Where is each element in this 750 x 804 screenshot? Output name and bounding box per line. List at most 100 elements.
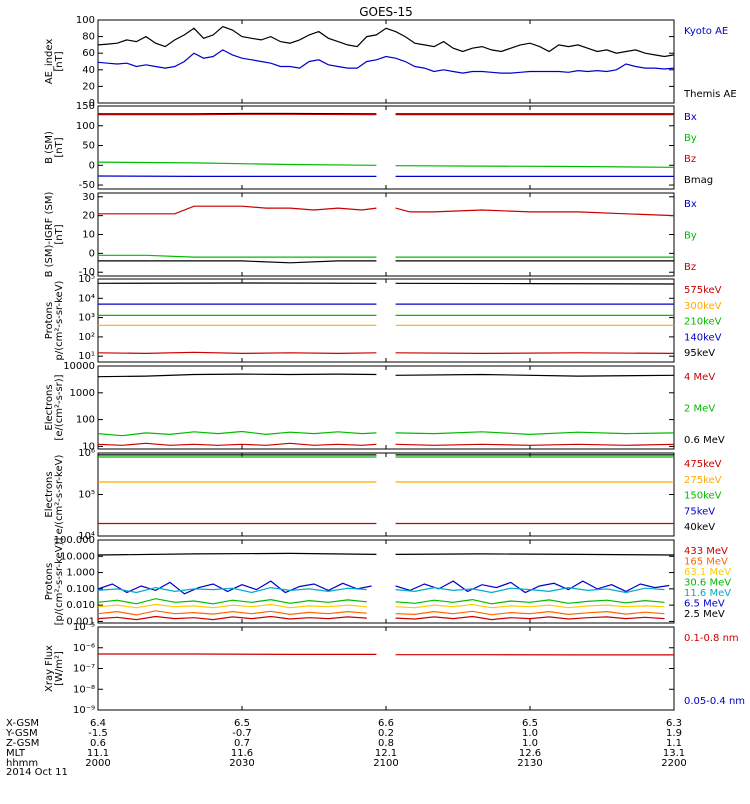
series-line-575kev <box>98 352 376 353</box>
legend-entry: 6.5 MeV <box>684 599 725 610</box>
legend-entry: 300keV <box>684 301 722 312</box>
legend-entry: 11.6 MeV <box>684 588 731 599</box>
panel-frame <box>98 193 674 276</box>
x-tick-label: 2130 <box>517 758 542 769</box>
series-line-by <box>98 255 376 257</box>
series-line-by <box>396 166 674 168</box>
legend-entry: Themis AE <box>683 89 737 100</box>
legend-entry: 275keV <box>684 475 722 486</box>
x-tick-label: 2200 <box>661 758 686 769</box>
y-tick-label: 10⁻⁸ <box>73 684 95 695</box>
series-line-0-6-mev <box>396 375 674 377</box>
x-tick-label: 2100 <box>373 758 398 769</box>
y-tick-label: 10 <box>82 230 95 241</box>
y-tick-label: 10³ <box>78 313 95 324</box>
y-axis-label: [nT] <box>54 137 65 157</box>
series-line-433-mev <box>396 617 665 620</box>
series-line-30-6-mev <box>396 600 665 604</box>
y-tick-label: 10.000 <box>60 551 95 562</box>
panel-protons2: 0.0010.0100.1001.00010.000100.000Protons… <box>44 535 731 627</box>
series-line-165-mev <box>98 611 367 615</box>
legend-entry: 140keV <box>684 332 722 343</box>
y-tick-label: 30 <box>82 192 95 203</box>
legend-entry: Bx <box>684 199 697 210</box>
y-tick-label: 10⁶ <box>78 448 95 459</box>
y-tick-label: 10⁵ <box>78 490 95 501</box>
legend-entry: 40keV <box>684 522 715 533</box>
series-line-2-mev <box>396 432 674 435</box>
y-tick-label: 1000 <box>70 388 95 399</box>
y-tick-label: 0.100 <box>66 584 95 595</box>
y-tick-label: 100 <box>76 121 95 132</box>
y-tick-label: 40 <box>82 65 95 76</box>
series-line-0-6-mev <box>98 374 376 377</box>
y-tick-label: 80 <box>82 32 95 43</box>
series-line-2-mev <box>98 432 376 436</box>
y-axis-label: [p/(cm²-s-sr-keV)] <box>54 538 65 626</box>
y-axis-label: e/(cm²-s-sr-keV) <box>54 455 65 535</box>
legend-entry: 2.5 MeV <box>684 609 725 620</box>
series-line-kyoto-ae <box>98 27 674 57</box>
legend-entry: 0.6 MeV <box>684 435 725 446</box>
legend-entry: 165 MeV <box>684 557 728 568</box>
x-tick-label: 2030 <box>229 758 254 769</box>
y-tick-label: -50 <box>79 180 95 191</box>
legend-entry: Kyoto AE <box>684 26 728 37</box>
legend-entry: 433 MeV <box>684 546 728 557</box>
panel-frame <box>98 366 674 449</box>
legend-entry: 475keV <box>684 459 722 470</box>
y-tick-label: 100 <box>76 415 95 426</box>
legend-entry: Bz <box>684 262 696 273</box>
series-line-2-5-mev <box>396 554 674 555</box>
y-tick-label: 60 <box>82 48 95 59</box>
y-axis-label: [W/m²] <box>54 651 65 686</box>
y-tick-label: 0 <box>89 248 95 259</box>
legend-entry: 150keV <box>684 491 722 502</box>
legend-entry: 95keV <box>684 348 715 359</box>
series-line-575kev <box>396 353 674 354</box>
legend-entry: 575keV <box>684 285 722 296</box>
y-tick-label: 10⁵ <box>78 274 95 285</box>
series-line-6-5-mev <box>396 581 670 592</box>
y-tick-label: 20 <box>82 211 95 222</box>
legend-entry: 0.05-0.4 nm <box>684 696 745 707</box>
y-tick-label: 150 <box>76 101 95 112</box>
y-tick-label: 10⁻⁵ <box>73 622 95 633</box>
y-axis-label: p/(cm²-s-sr-keV) <box>54 280 65 360</box>
y-tick-label: 50 <box>82 141 95 152</box>
legend-entry: By <box>684 133 697 144</box>
series-line-bz <box>98 206 376 214</box>
y-tick-label: 10⁴ <box>78 293 95 304</box>
plot-title: GOES-15 <box>359 5 413 19</box>
y-tick-label: 10⁻⁹ <box>73 705 95 716</box>
legend-entry: Bz <box>684 154 696 165</box>
series-line-bx <box>98 261 376 263</box>
legend-entry: By <box>684 231 697 242</box>
series-line-433-mev <box>98 617 367 620</box>
legend-entry: 2 MeV <box>684 404 715 415</box>
panel-frame <box>98 279 674 362</box>
legend-entry: 4 MeV <box>684 372 715 383</box>
legend-entry: 0.1-0.8 nm <box>684 633 739 644</box>
y-axis-label: [e/(cm²-s-sr)] <box>54 374 65 440</box>
series-line-63-1-mev <box>396 605 665 608</box>
legend-entry: 30.6 MeV <box>684 578 731 589</box>
legend-entry: 63.1 MeV <box>684 567 731 578</box>
y-tick-label: 10⁻⁷ <box>73 664 95 675</box>
y-tick-label: 20 <box>82 81 95 92</box>
panel-frame <box>98 540 674 623</box>
series-line-63-1-mev <box>98 605 367 608</box>
panel-frame <box>98 627 674 710</box>
legend-entry: 210keV <box>684 317 722 328</box>
series-line-30-6-mev <box>98 599 367 604</box>
y-tick-label: 0 <box>89 160 95 171</box>
series-line-by <box>98 162 376 165</box>
